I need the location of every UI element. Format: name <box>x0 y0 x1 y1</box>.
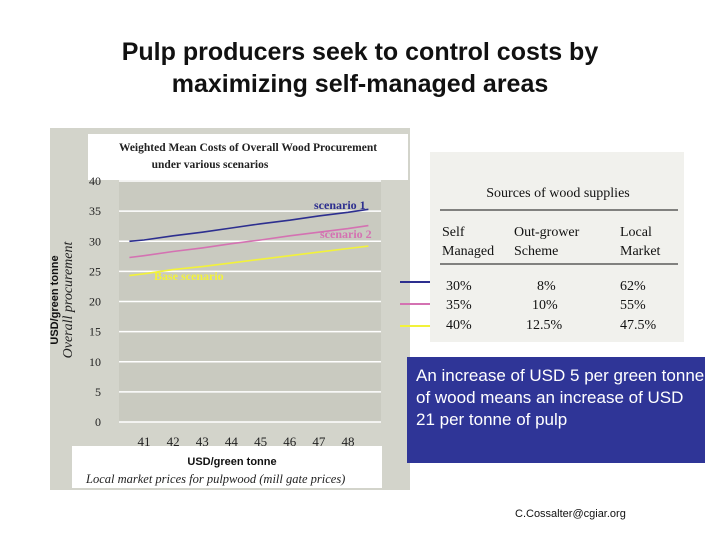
x-tick-label-48: 48 <box>342 434 355 449</box>
header-out-grower-line-1: Out-grower <box>514 225 580 240</box>
slide-title-line-1: Pulp producers seek to control costs by <box>121 38 599 66</box>
row-scenario-2-local: 55% <box>620 298 646 313</box>
callout-text: An increase of USD 5 per green tonne of … <box>416 366 705 429</box>
x-tick-label-46: 46 <box>283 434 297 449</box>
x-tick-label-47: 47 <box>312 434 326 449</box>
y-axis-label: USD/green tonne <box>50 255 61 344</box>
slide-title-line-2: maximizing self-managed areas <box>171 70 549 98</box>
x-tick-labels: 41 42 43 44 45 46 47 48 <box>138 434 355 449</box>
y-axis-label-secondary: Overall procurement <box>61 241 76 359</box>
chart-title-line-1: Weighted Mean Costs of Overall Wood Proc… <box>119 142 377 154</box>
header-self-managed-line-1: Self <box>442 225 465 240</box>
row-scenario-2-outgrower: 10% <box>532 298 558 313</box>
y-tick-label-15: 15 <box>89 325 101 339</box>
x-tick-label-41: 41 <box>138 434 151 449</box>
chart-title-background <box>88 134 408 180</box>
x-tick-label-43: 43 <box>196 434 209 449</box>
y-tick-labels: 0 5 10 15 20 25 30 35 40 <box>89 174 101 429</box>
cost-chart-svg: Weighted Mean Costs of Overall Wood Proc… <box>50 128 410 490</box>
y-tick-label-0: 0 <box>95 415 101 429</box>
header-out-grower-line-2: Scheme <box>514 244 558 259</box>
chart-title-line-2: under various scenarios <box>152 159 269 171</box>
x-axis-label: USD/green tonne <box>187 456 276 468</box>
row-scenario-1-local: 62% <box>620 279 646 294</box>
sources-table-title: Sources of wood supplies <box>486 186 630 201</box>
header-self-managed-line-2: Managed <box>442 244 494 259</box>
y-tick-label-20: 20 <box>89 295 101 309</box>
series-label-scenario-2: scenario 2 <box>320 227 372 241</box>
x-tick-label-44: 44 <box>225 434 239 449</box>
x-tick-label-45: 45 <box>254 434 267 449</box>
sources-table-svg: Sources of wood supplies Self Managed Ou… <box>440 186 678 333</box>
x-tick-label-42: 42 <box>167 434 180 449</box>
series-label-scenario-1: scenario 1 <box>314 198 366 212</box>
y-tick-label-35: 35 <box>89 204 101 218</box>
row-scenario-1-outgrower: 8% <box>537 279 556 294</box>
y-tick-label-5: 5 <box>95 385 101 399</box>
series-line-scenario-1 <box>129 208 369 243</box>
series-line-scenario-2 <box>129 224 369 259</box>
y-tick-label-10: 10 <box>89 355 101 369</box>
cost-chart: Weighted Mean Costs of Overall Wood Proc… <box>50 128 410 490</box>
row-scenario-1-self: 30% <box>446 279 472 294</box>
y-tick-label-30: 30 <box>89 234 101 248</box>
row-base-local: 47.5% <box>620 318 657 333</box>
legend-swatches <box>400 281 430 327</box>
series-label-base-scenario: Base scenario <box>154 269 224 283</box>
row-base-outgrower: 12.5% <box>526 318 563 333</box>
sources-panel: Sources of wood supplies Self Managed Ou… <box>430 152 684 342</box>
series-line-base-scenario <box>129 245 369 277</box>
row-scenario-2-self: 35% <box>446 298 472 313</box>
x-axis-caption: Local market prices for pulpwood (mill g… <box>85 472 345 486</box>
y-tick-label-25: 25 <box>89 264 101 278</box>
slide-title: Pulp producers seek to control costs by … <box>60 36 660 100</box>
y-tick-label-40: 40 <box>89 174 101 188</box>
header-local-market-line-2: Market <box>620 244 661 259</box>
x-axis-label-background <box>72 446 382 488</box>
row-base-self: 40% <box>446 318 472 333</box>
contact-email: C.Cossalter@cgiar.org <box>515 508 626 520</box>
callout-box <box>407 357 705 463</box>
header-local-market-line-1: Local <box>620 225 652 240</box>
series-lines <box>129 208 369 277</box>
